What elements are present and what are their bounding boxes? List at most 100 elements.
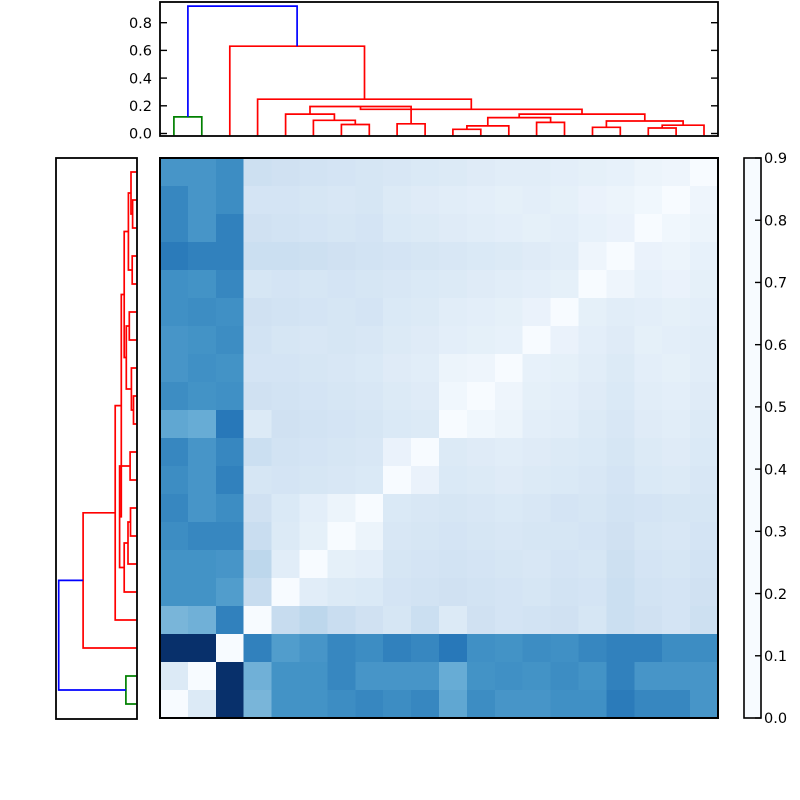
top-dendrogram-y-axis: 0.0 0.2 0.4 0.6 0.8: [129, 16, 718, 143]
heatmap-cell: [522, 382, 552, 411]
heatmap-cell: [690, 606, 719, 635]
heatmap-cell: [243, 326, 273, 355]
heatmap-cell: [634, 410, 663, 439]
heatmap-cell: [299, 466, 328, 495]
heatmap-cell: [606, 186, 635, 215]
heatmap-cell: [243, 634, 273, 663]
heatmap-cell: [327, 690, 356, 719]
heatmap-cell: [271, 634, 300, 663]
heatmap-cell: [411, 186, 440, 215]
heatmap-cell: [243, 438, 273, 467]
heatmap-cell: [690, 242, 719, 271]
heatmap-cell: [355, 214, 384, 243]
heatmap-cell: [466, 158, 496, 187]
dendrogram-link: [256, 98, 473, 136]
heatmap-cell: [494, 690, 524, 719]
heatmap-cell: [299, 690, 328, 719]
heatmap-cell: [578, 326, 607, 355]
heatmap-cell: [215, 354, 245, 383]
heatmap-cell: [299, 438, 328, 467]
heatmap-cell: [606, 466, 635, 495]
heatmap-cell: [299, 214, 328, 243]
heatmap-cell: [411, 214, 440, 243]
heatmap-cell: [690, 410, 719, 439]
heatmap-cell: [662, 690, 691, 719]
heatmap-cell: [662, 466, 691, 495]
heatmap-cell: [299, 242, 328, 271]
heatmap-cell: [634, 242, 663, 271]
heatmap-cell: [439, 410, 468, 439]
heatmap-cell: [327, 438, 356, 467]
heatmap-cell: [690, 438, 719, 467]
heatmap-cell: [522, 522, 552, 551]
heatmap-cell: [383, 214, 412, 243]
heatmap-cell: [271, 298, 300, 327]
heatmap-cell: [243, 242, 273, 271]
heatmap-cell: [383, 186, 412, 215]
heatmap-cell: [215, 242, 245, 271]
heatmap-cell: [411, 662, 440, 691]
heatmap-cell: [215, 690, 245, 719]
heatmap-cell: [522, 186, 552, 215]
heatmap-cell: [606, 242, 635, 271]
heatmap-cell: [439, 522, 468, 551]
dendrogram-link: [127, 521, 137, 565]
dendrogram-link: [535, 121, 566, 136]
dendrogram-link: [312, 119, 357, 136]
heatmap-cell: [606, 158, 635, 187]
heatmap-cell: [578, 214, 607, 243]
heatmap-cell: [550, 438, 579, 467]
heatmap-cell: [550, 662, 579, 691]
heatmap-cell: [243, 662, 273, 691]
heatmap-cell: [522, 214, 552, 243]
heatmap-cell: [522, 438, 552, 467]
heatmap-cell: [662, 662, 691, 691]
heatmap-cell: [662, 634, 691, 663]
heatmap-cell: [634, 494, 663, 523]
heatmap-cell: [634, 662, 663, 691]
heatmap-cell: [634, 690, 663, 719]
heatmap-cell: [383, 522, 412, 551]
heatmap-cell: [243, 270, 273, 299]
heatmap-cell: [383, 158, 412, 187]
heatmap-cell: [494, 606, 524, 635]
heatmap-cell: [522, 270, 552, 299]
heatmap-cell: [271, 438, 300, 467]
heatmap-cell: [383, 662, 412, 691]
heatmap-cell: [383, 578, 412, 607]
heatmap-cell: [160, 466, 189, 495]
heatmap-cell: [439, 662, 468, 691]
heatmap-cell: [243, 214, 273, 243]
heatmap-cell: [355, 158, 384, 187]
heatmap-cell: [578, 354, 607, 383]
heatmap-cell: [299, 298, 328, 327]
heatmap-cell: [439, 438, 468, 467]
heatmap-cell: [634, 186, 663, 215]
dendrogram-link: [125, 675, 137, 705]
heatmap-cell: [215, 606, 245, 635]
heatmap-cell: [160, 550, 189, 579]
colorbar-frame: [743, 157, 762, 719]
heatmap-cell: [690, 214, 719, 243]
heatmap-cell: [578, 158, 607, 187]
heatmap-cell: [215, 466, 245, 495]
heatmap-cell: [522, 298, 552, 327]
heatmap-cell: [215, 186, 245, 215]
heatmap-cell: [355, 354, 384, 383]
heatmap-cell: [299, 634, 328, 663]
heatmap-cell: [606, 606, 635, 635]
dendrogram-link: [129, 451, 137, 481]
dendrogram-link: [187, 5, 298, 117]
heatmap-cell: [160, 578, 189, 607]
heatmap-cell: [522, 158, 552, 187]
heatmap-cell: [634, 466, 663, 495]
dendrogram-link: [647, 127, 677, 136]
heatmap-cell: [187, 410, 217, 439]
heatmap-cell: [550, 298, 579, 327]
y-axis-tick-label: 0.4: [129, 71, 152, 87]
heatmap-cell: [634, 270, 663, 299]
heatmap-cell: [550, 326, 579, 355]
heatmap-cell: [215, 494, 245, 523]
heatmap-cell: [578, 270, 607, 299]
heatmap-cell: [439, 466, 468, 495]
